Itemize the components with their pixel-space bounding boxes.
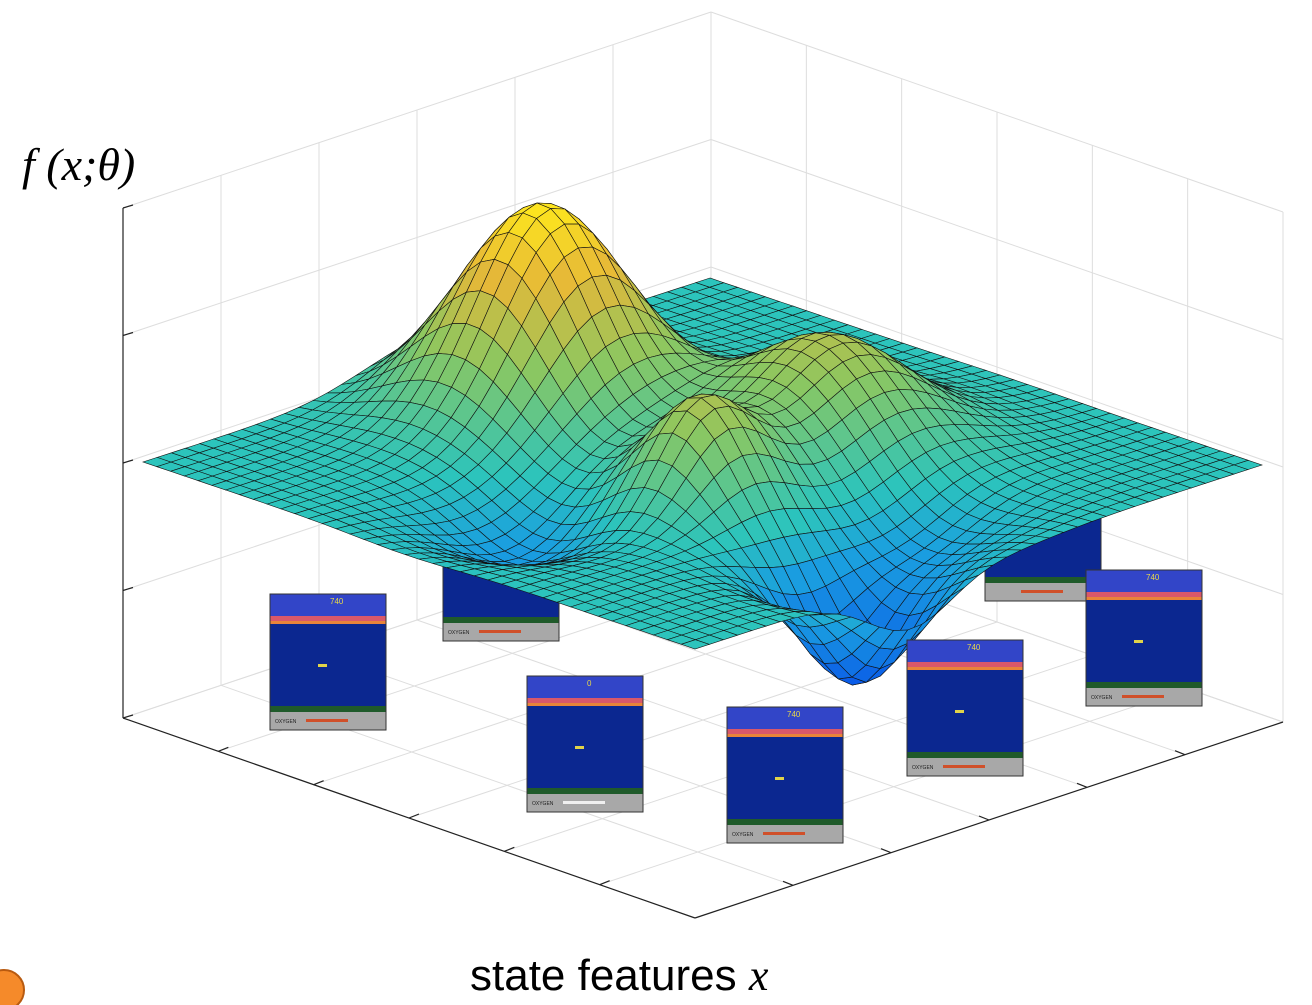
axis-tick (123, 205, 133, 208)
oxygen-label: OXYGEN (1091, 695, 1113, 701)
oxygen-bar (763, 832, 805, 835)
screenshot-body: 740 OXYGEN (270, 594, 386, 730)
oxygen-bar (1021, 590, 1063, 593)
score: 740 (967, 643, 981, 652)
axis-tick (123, 715, 133, 718)
axis-tick (600, 881, 610, 885)
stripe2 (527, 703, 643, 706)
axis-tick (123, 460, 133, 463)
axis-tick (314, 781, 324, 785)
stripe2 (907, 667, 1023, 670)
oxygen-label: OXYGEN (912, 765, 934, 771)
oxygen-bar (943, 765, 985, 768)
oxygen-label: OXYGEN (532, 801, 554, 807)
page: OXYGEN 740 OXYGEN 0 OXYGEN 740 OXYGEN 740 OXYGE… (0, 0, 1312, 1005)
axis-tick (409, 814, 419, 818)
axis-tick (881, 849, 891, 853)
game-screenshot: 740 OXYGEN (907, 640, 1023, 776)
sub (1134, 640, 1143, 643)
seabed (727, 819, 843, 825)
axis-tick (783, 881, 793, 885)
game-screenshot: 740 OXYGEN (1086, 570, 1202, 706)
box-line (600, 689, 1188, 885)
axis-tick (123, 333, 133, 336)
axis-tick (1175, 751, 1185, 755)
seabed (1086, 682, 1202, 688)
oxygen-bar (306, 719, 348, 722)
screenshot-body: 740 OXYGEN (727, 707, 843, 843)
axis-tick (1077, 783, 1087, 787)
seabed (985, 577, 1101, 583)
top-bar (907, 640, 1023, 662)
stripe2 (270, 621, 386, 624)
screenshot-body: 740 OXYGEN (907, 640, 1023, 776)
sub (955, 710, 964, 713)
axis-tick (218, 747, 228, 751)
y-axis-label: f (x;θ) (22, 139, 135, 190)
top-bar (270, 594, 386, 616)
screenshot-body: 740 OXYGEN (1086, 570, 1202, 706)
oxygen-label: OXYGEN (732, 832, 754, 838)
screenshot-body: 0 OXYGEN (527, 676, 643, 812)
x-axis-label: state features x (470, 951, 769, 1000)
score: 740 (330, 597, 344, 606)
top-bar (727, 707, 843, 729)
orange-dot (0, 970, 24, 1005)
seabed (443, 617, 559, 623)
sub (575, 746, 584, 749)
oxygen-bar (479, 630, 521, 633)
surface-figure: OXYGEN 740 OXYGEN 0 OXYGEN 740 OXYGEN 740 OXYGE… (0, 0, 1312, 1005)
stripe2 (727, 734, 843, 737)
stripe2 (1086, 597, 1202, 600)
game-screenshot: 0 OXYGEN (527, 676, 643, 812)
seabed (270, 706, 386, 712)
score: 0 (587, 679, 592, 688)
top-bar (1086, 570, 1202, 592)
game-screenshot: 740 OXYGEN (727, 707, 843, 843)
seabed (527, 788, 643, 794)
axis-tick (979, 816, 989, 820)
oxygen-bar (1122, 695, 1164, 698)
sub (775, 777, 784, 780)
sub (318, 664, 327, 667)
seabed (907, 752, 1023, 758)
axis-tick (504, 847, 514, 851)
oxygen-bar (563, 801, 605, 804)
score: 740 (1146, 573, 1160, 582)
game-screenshot: 740 OXYGEN (270, 594, 386, 730)
oxygen-label: OXYGEN (275, 719, 297, 725)
top-bar (527, 676, 643, 698)
oxygen-label: OXYGEN (448, 630, 470, 636)
score: 740 (787, 710, 801, 719)
x-label-text: state features (470, 951, 737, 1000)
axis-tick (123, 588, 133, 591)
x-label-variable: x (748, 951, 769, 1000)
